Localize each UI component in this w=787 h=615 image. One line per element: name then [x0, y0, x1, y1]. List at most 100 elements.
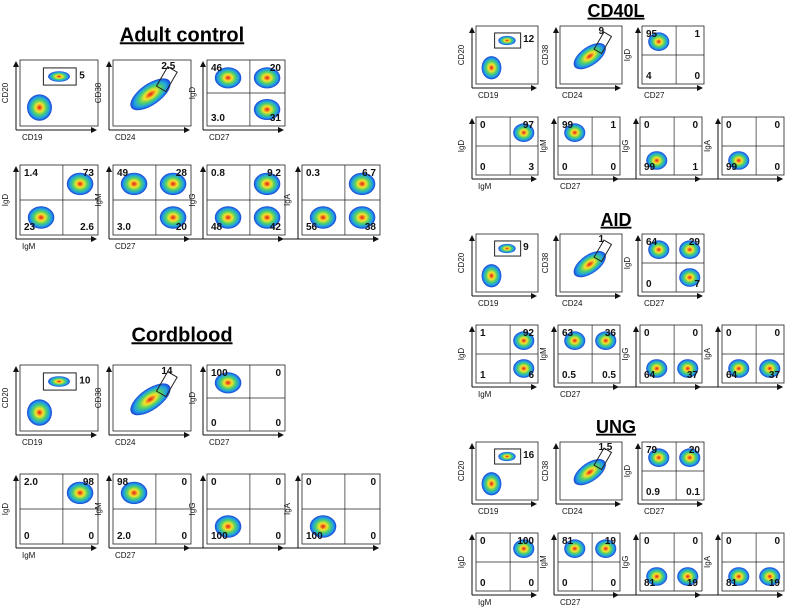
- x-label: CD27: [644, 91, 665, 100]
- y-label: IgG: [621, 556, 630, 569]
- quadrant-value: 1: [610, 120, 616, 131]
- quadrant-value: 0: [610, 162, 616, 173]
- flow-plot: CD20 CD19 12: [457, 25, 539, 100]
- panel-title: CD40L: [587, 1, 644, 21]
- panel-title: AID: [601, 210, 632, 230]
- density-blob: [214, 515, 242, 538]
- y-label: IgD: [188, 87, 197, 100]
- shared-x-label: CD27: [560, 182, 581, 191]
- density-blob: [27, 399, 52, 426]
- flow-plot: IgD CD27 100 0 0 0: [188, 364, 286, 447]
- density-blob: [679, 268, 701, 287]
- density-blob: [573, 43, 606, 70]
- density-blob: [677, 359, 699, 378]
- y-label: IgA: [283, 502, 292, 515]
- density-blob: [498, 35, 516, 46]
- flow-plot: CD38 CD24 1.5: [541, 441, 623, 516]
- density-blob: [513, 331, 535, 350]
- quadrant-value: 0: [480, 162, 486, 173]
- density-blob: [214, 67, 242, 89]
- gate-value: 2.5: [161, 61, 175, 72]
- density-blob: [130, 383, 171, 416]
- quadrant-value: 46: [211, 63, 223, 74]
- quadrant-value: 19: [769, 578, 781, 589]
- quadrant-value: 95: [646, 29, 658, 40]
- quadrant-value: 0.5: [562, 370, 576, 381]
- x-label: CD27: [644, 299, 665, 308]
- gate-value: 5: [79, 70, 85, 81]
- quadrant-value: 98: [83, 477, 95, 488]
- density-blob: [513, 539, 535, 558]
- flow-plot: IgM 63 36 0.5 0.5: [539, 324, 621, 390]
- gate-value: 9: [523, 242, 529, 253]
- quadrant-value: 0: [181, 477, 187, 488]
- density-blob: [27, 206, 55, 229]
- quadrant-value: 0: [774, 162, 780, 173]
- density-blob: [120, 481, 148, 505]
- quadrant-value: 20: [270, 63, 282, 74]
- quadrant-value: 0: [644, 328, 650, 339]
- y-label: CD38: [94, 387, 103, 408]
- x-label: CD24: [115, 133, 136, 142]
- quadrant-value: 1: [480, 370, 486, 381]
- quadrant-value: 81: [726, 578, 738, 589]
- density-blob: [564, 123, 586, 142]
- quadrant-value: 99: [726, 162, 738, 173]
- density-blob: [253, 67, 281, 89]
- quadrant-value: 6: [528, 370, 534, 381]
- flow-plot: CD20 CD19 9: [457, 233, 539, 308]
- gate: [593, 31, 613, 55]
- flow-plot: IgM 99 1 0 0: [539, 116, 621, 182]
- y-label: CD20: [457, 44, 466, 65]
- quadrant-value: 38: [365, 222, 377, 233]
- gate: [155, 371, 178, 398]
- quadrant-value: 0: [774, 328, 780, 339]
- flow-plot: CD38 CD24 9: [541, 25, 623, 100]
- density-blob: [48, 71, 70, 82]
- quadrant-value: 0.1: [686, 487, 700, 498]
- density-blob: [679, 240, 701, 259]
- quadrant-value: 37: [687, 370, 699, 381]
- y-label: CD38: [541, 252, 550, 273]
- density-blob: [646, 359, 668, 378]
- quadrant-value: 3.0: [211, 113, 225, 124]
- quadrant-value: 0: [275, 418, 281, 429]
- gate-value: 16: [523, 450, 535, 461]
- y-label: IgG: [621, 140, 630, 153]
- x-label: CD19: [22, 438, 43, 447]
- x-label: CD27: [209, 438, 230, 447]
- density-blob: [253, 172, 281, 196]
- flow-plot: IgG 0 0 100 0: [188, 473, 286, 551]
- quadrant-value: 20: [176, 222, 188, 233]
- quadrant-value: 99: [562, 120, 574, 131]
- quadrant-value: 0: [726, 328, 732, 339]
- quadrant-value: 63: [562, 328, 574, 339]
- density-blob: [253, 98, 281, 121]
- x-label: IgM: [478, 598, 492, 607]
- quadrant-value: 1: [480, 328, 486, 339]
- shared-x-label: CD27: [115, 551, 136, 560]
- quadrant-value: 1.4: [24, 168, 38, 179]
- y-label: IgD: [623, 49, 632, 62]
- quadrant-value: 1: [694, 29, 700, 40]
- x-label: CD24: [562, 299, 583, 308]
- quadrant-value: 56: [306, 222, 318, 233]
- quadrant-value: 2.0: [117, 531, 131, 542]
- shared-x-label: CD27: [560, 390, 581, 399]
- density-blob: [573, 251, 606, 278]
- gate-value: 1: [598, 234, 604, 245]
- flow-plot: IgA 0.3 6.7 56 38: [283, 164, 381, 242]
- quadrant-value: 1: [692, 162, 698, 173]
- density-blob: [728, 151, 750, 170]
- gate: [593, 447, 613, 471]
- density-blob: [648, 240, 670, 259]
- quadrant-value: 19: [687, 578, 699, 589]
- flow-plot: IgM 49 28 3.0 20: [94, 164, 192, 242]
- y-label: CD20: [1, 387, 10, 408]
- density-blob: [513, 123, 535, 142]
- flow-plot: IgD IgM 1 92 1 6: [457, 324, 539, 399]
- gate-value: 12: [523, 34, 535, 45]
- y-label: IgG: [188, 194, 197, 207]
- quadrant-value: 0: [211, 477, 217, 488]
- flow-plot: IgD CD27 95 1 4 0: [623, 25, 705, 100]
